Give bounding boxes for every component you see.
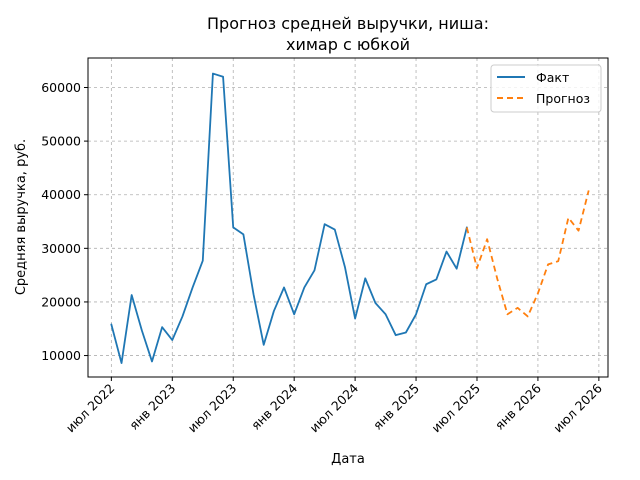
- y-tick-label: 30000: [41, 241, 81, 256]
- fact-series-line: [110, 72, 468, 364]
- y-tick-label: 60000: [41, 80, 81, 95]
- forecast-series-line: [465, 190, 590, 318]
- legend-label-forecast: Прогноз: [536, 91, 590, 106]
- chart-title-line-2: химар с юбкой: [286, 35, 410, 54]
- grid-lines: [88, 58, 608, 377]
- data-series: [110, 72, 590, 364]
- x-axis-label: Дата: [331, 452, 365, 467]
- y-tick-label: 40000: [41, 187, 81, 202]
- y-axis: 10000 20000 30000 40000 50000 60000: [41, 80, 88, 363]
- y-tick-label: 20000: [41, 294, 81, 309]
- chart-title-line-1: Прогноз средней выручки, ниша:: [207, 14, 489, 33]
- y-tick-label: 10000: [41, 348, 81, 363]
- legend-label-fact: Факт: [536, 70, 569, 85]
- y-tick-label: 50000: [41, 134, 81, 149]
- y-axis-label: Средняя выручка, руб.: [14, 139, 29, 295]
- legend: Факт Прогноз: [490, 64, 602, 113]
- plot-area-frame: [87, 57, 609, 378]
